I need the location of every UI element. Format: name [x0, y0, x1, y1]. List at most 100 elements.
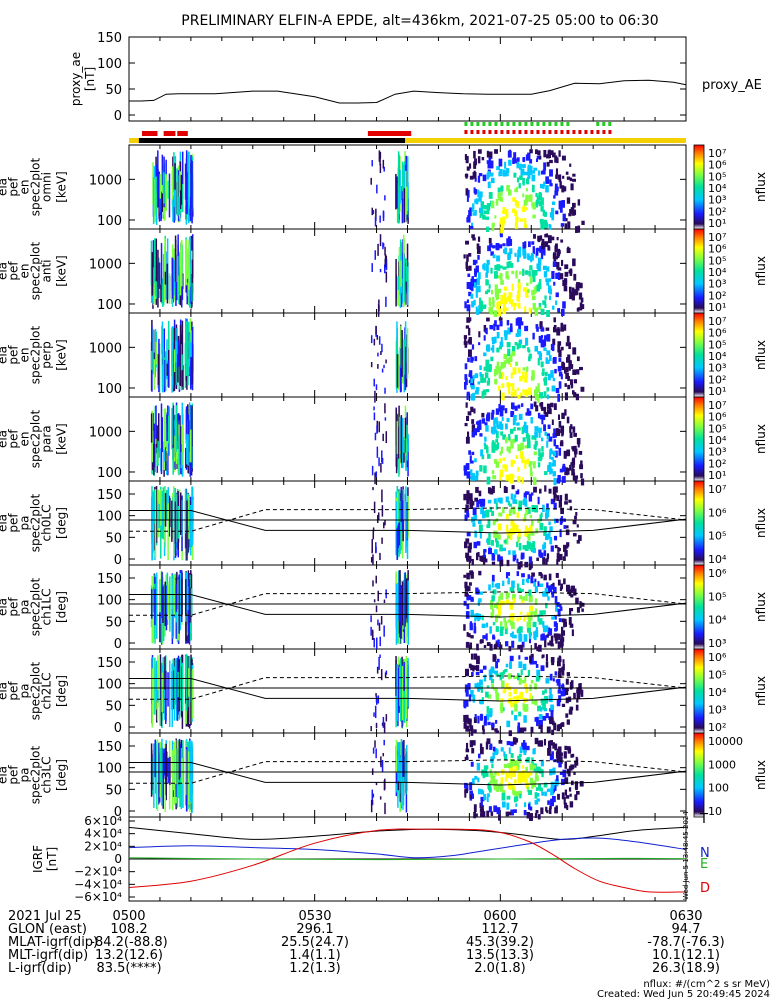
- pitch-panel-3-ytick-label: 100: [97, 678, 122, 693]
- pitch-panel-2-flux-pixel: [536, 646, 540, 652]
- pitch-panel-2-flux-pixel: [550, 635, 554, 642]
- spectrogram-3-flux-scatter: [373, 338, 376, 346]
- science-zone-red-dash: [602, 130, 606, 134]
- pitch-panel-1-flux-pixel: [544, 533, 549, 541]
- pitch-panel-2-flux-pixel: [581, 608, 584, 612]
- pitch-panel-2-flux-streak: [173, 574, 175, 616]
- pitch-panel-4-flux-pixel: [517, 773, 521, 781]
- pitch-panel-3-flux-pixel: [518, 661, 523, 669]
- spectrogram-4-flux-pixel: [467, 431, 470, 439]
- pitch-panel-3-flux-pixel: [537, 705, 542, 712]
- pitch-panel-2-colorbar-tick: 10³: [708, 637, 726, 650]
- spectrogram-4-flux-streak: [180, 452, 183, 469]
- spectrogram-4-flux-pixel: [538, 453, 543, 460]
- pitch-panel-2-flux-pixel: [530, 611, 534, 615]
- spectrogram-4-flux-pixel: [571, 468, 575, 476]
- spectrogram-1-flux-pixel: [543, 149, 547, 158]
- spectrogram-3-flux-pixel: [557, 341, 562, 346]
- spectrogram-1-flux-pixel: [500, 197, 504, 202]
- spectrogram-1-flux-pixel: [487, 162, 490, 169]
- pitch-panel-3-flux-scatter: [380, 669, 383, 681]
- pitch-panel-1-flux-pixel: [485, 509, 490, 513]
- pitch-panel-4-flux-pixel: [571, 753, 575, 758]
- pitch-panel-4-flux-pixel: [498, 814, 501, 821]
- pitch-panel-1-flux-pixel: [536, 557, 539, 561]
- pitch-panel-4-flux-pixel: [507, 773, 511, 777]
- spectrogram-2-flux-pixel: [553, 254, 556, 259]
- spectrogram-2-flux-pixel: [477, 272, 481, 280]
- spectrogram-4-flux-pixel: [471, 451, 475, 456]
- footer-row-value: 0530: [298, 909, 331, 924]
- pitch-panel-3-flux-pixel: [545, 678, 550, 684]
- pitch-panel-4-flux-pixel: [566, 746, 571, 751]
- spectrogram-4-flux-scatter: [382, 433, 384, 442]
- spectrogram-1-flux-pixel: [486, 208, 490, 215]
- pitch-panel-1-flux-pixel: [572, 520, 577, 525]
- spectrogram-1-flux-pixel: [482, 214, 486, 220]
- pitch-panel-2-flux-pixel: [548, 573, 552, 581]
- pitch-panel-2-colorbar: [693, 564, 705, 650]
- pitch-panel-2-flux-pixel: [528, 633, 532, 640]
- spectrogram-3-flux-pixel: [498, 369, 501, 374]
- spectrogram-4-flux-pixel: [517, 476, 521, 483]
- spectrogram-4-colorbar-tick: 10⁴: [708, 434, 727, 447]
- spectrogram-3-flux-pixel: [510, 323, 513, 331]
- pitch-panel-4-flux-pixel: [569, 793, 572, 797]
- spectrogram-2-flux-streak: [152, 267, 155, 294]
- spectrogram-2-flux-streak: [155, 281, 157, 299]
- pitch-panel-3-flux-pixel: [483, 674, 487, 682]
- pitch-panel-2-flux-pixel: [497, 639, 500, 647]
- pitch-panel-2-flux-scatter: [383, 625, 385, 637]
- pitch-panel-3-flux-pixel: [469, 719, 472, 728]
- spectrogram-2-flux-pixel: [483, 262, 486, 271]
- spectrogram-3-flux-scatter: [385, 359, 387, 364]
- spectrogram-4-flux-scatter: [381, 450, 383, 463]
- spectrogram-4-flux-pixel: [486, 446, 489, 454]
- pitch-panel-3-flux-pixel: [523, 705, 528, 712]
- pitch-panel-3-flux-pixel: [558, 658, 562, 663]
- spectrogram-4-flux-pixel: [485, 425, 489, 432]
- spectrogram-1-flux-pixel: [543, 211, 548, 217]
- pitch-panel-4-flux-pixel: [491, 763, 494, 769]
- pitch-panel-4-flux-pixel: [536, 798, 540, 802]
- pitch-panel-3-flux-pixel: [470, 653, 474, 660]
- pitch-panel-2-flux-streak: [159, 579, 161, 613]
- spectrogram-2-flux-pixel: [573, 273, 577, 281]
- spectrogram-3-flux-pixel: [489, 324, 494, 330]
- spectrogram-1-flux-streak: [395, 173, 397, 210]
- spectrogram-3-flux-pixel: [490, 347, 494, 351]
- spectrogram-4-flux-pixel: [492, 475, 497, 480]
- pitch-panel-1-flux-pixel: [539, 514, 543, 522]
- spectrogram-3-flux-pixel: [568, 365, 571, 371]
- spectrogram-2-flux-streak: [160, 284, 162, 303]
- pitch-panel-1-flux-pixel: [548, 488, 552, 494]
- spectrogram-1-flux-pixel: [541, 222, 544, 229]
- pitch-panel-3-flux-streak: [164, 664, 166, 720]
- spectrogram-3-ylabel-line-1: pef: [7, 345, 21, 365]
- pitch-panel-3-flux-pixel: [471, 672, 474, 677]
- pitch-panel-3-flux-pixel: [542, 702, 546, 710]
- spectrogram-1-flux-pixel: [555, 190, 559, 196]
- spectrogram-1-flux-streak: [155, 176, 157, 215]
- pitch-panel-2-flux-pixel: [495, 626, 499, 632]
- pitch-panel-3-flux-pixel: [550, 694, 553, 703]
- pitch-panel-2-flux-pixel: [544, 625, 549, 632]
- spectrogram-4-flux-streak: [181, 402, 184, 444]
- pitch-panel-3-colorbar-tick: 10⁵: [708, 669, 726, 682]
- spectrogram-3-flux-pixel: [546, 350, 551, 356]
- pitch-panel-1-flux-streak: [398, 503, 401, 546]
- pitch-panel-3-flux-streak: [407, 657, 409, 708]
- pitch-panel-1-flux-pixel: [526, 527, 531, 534]
- spectrogram-4-flux-scatter: [376, 446, 379, 458]
- spectrogram-4-flux-pixel: [566, 416, 570, 424]
- spectrogram-2-flux-pixel: [543, 248, 546, 256]
- spectrogram-2-flux-pixel: [533, 270, 538, 276]
- spectrogram-3-flux-pixel: [565, 357, 570, 363]
- spectrogram-1-flux-pixel: [564, 218, 568, 222]
- pitch-panel-4-flux-pixel: [551, 751, 554, 760]
- pitch-panel-4-flux-pixel: [529, 806, 533, 811]
- pitch-panel-1-flux-pixel: [539, 522, 544, 531]
- pitch-panel-2-flux-pixel: [571, 629, 574, 637]
- spectrogram-3-flux-pixel: [542, 371, 545, 377]
- pitch-panel-1-flux-streak: [400, 486, 402, 523]
